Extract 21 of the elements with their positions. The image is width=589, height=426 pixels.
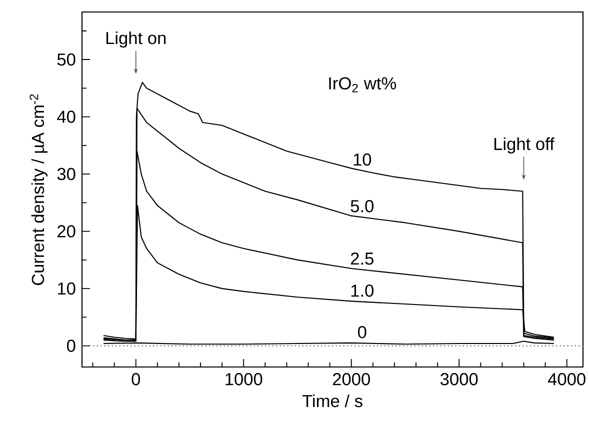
x-tick-label: 1000 bbox=[226, 373, 262, 386]
x-tick-label: 2000 bbox=[332, 373, 370, 386]
x-tick-label: 4000 bbox=[548, 373, 586, 386]
y-tick-label: 0 bbox=[66, 340, 76, 352]
annotation: Light on bbox=[106, 31, 166, 48]
x-tick-label: 0 bbox=[132, 373, 140, 386]
series-label: 0 bbox=[358, 326, 366, 338]
y-tick-label: 20 bbox=[58, 225, 76, 238]
y-tick-label: 40 bbox=[57, 110, 76, 123]
annotation: Light off bbox=[494, 137, 554, 154]
series-label: 5.0 bbox=[350, 200, 374, 212]
y-axis-title: Current density / µA cm$^{-2}$ bbox=[30, 94, 48, 286]
series-label: 1.0 bbox=[351, 284, 374, 297]
x-tick-label: 3000 bbox=[440, 373, 478, 386]
y-tick-label: 30 bbox=[57, 168, 76, 180]
y-tick-label: 50 bbox=[57, 53, 76, 66]
series-label: 2.5 bbox=[350, 252, 374, 265]
y-tick-label: 10 bbox=[58, 282, 76, 295]
x-axis-title: Time / s bbox=[302, 394, 362, 408]
legend-title: IrO$_{2}$ wt% bbox=[329, 77, 396, 92]
series-label: 10 bbox=[354, 153, 372, 166]
